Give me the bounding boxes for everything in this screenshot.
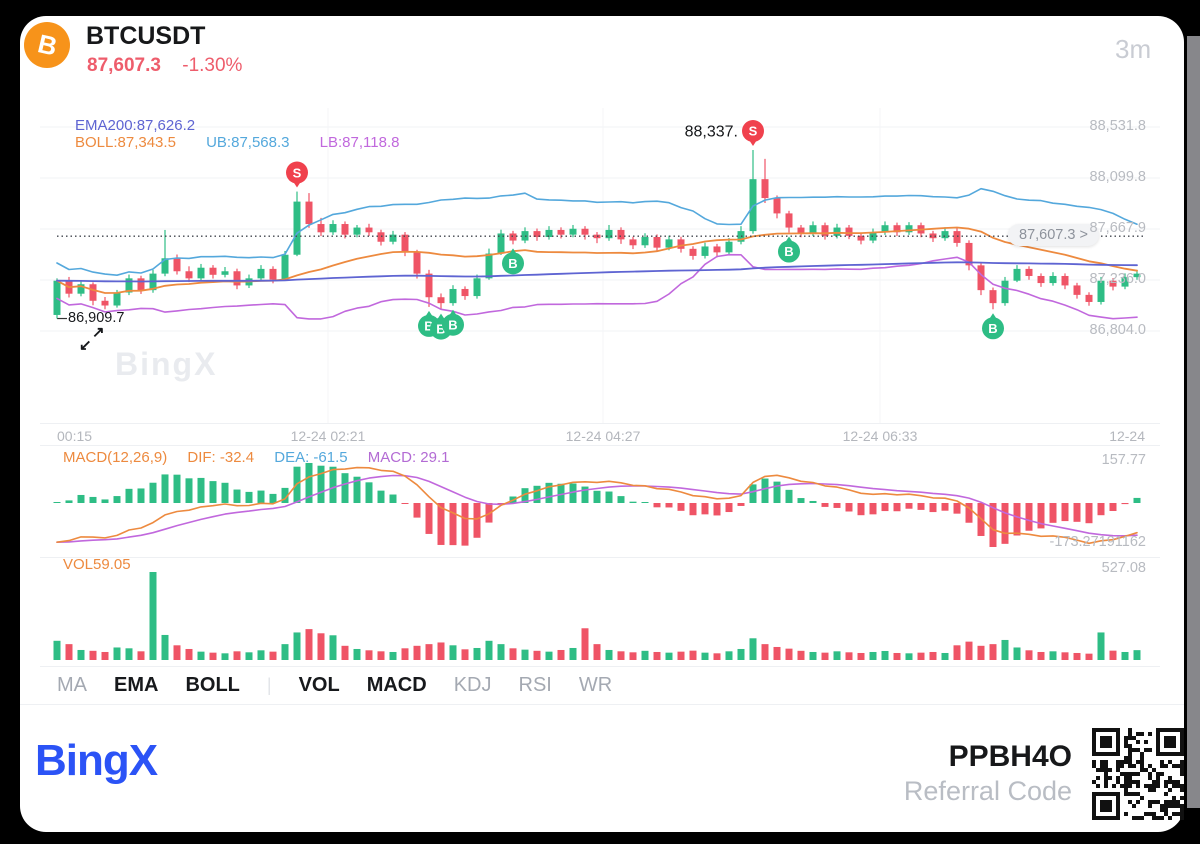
buy-marker: B bbox=[778, 236, 800, 263]
boll-indicator-row: BOLL:87,343.5 UB:87,568.3 LB:87,118.8 bbox=[75, 134, 425, 151]
symbol-title: BTCUSDT bbox=[86, 22, 206, 50]
svg-text:S: S bbox=[293, 165, 302, 180]
svg-text:S: S bbox=[749, 124, 758, 139]
volume-layer bbox=[53, 572, 1141, 660]
bitcoin-glyph: B bbox=[34, 27, 60, 62]
low-price-annotation: 86,909.7 bbox=[68, 310, 125, 326]
price-row: 87,607.3 -1.30% bbox=[87, 55, 242, 77]
svg-text:B: B bbox=[508, 256, 517, 271]
svg-text:B: B bbox=[784, 244, 793, 259]
timeframe-label: 3m bbox=[1115, 34, 1152, 64]
macd-min-label: -173.27191162 bbox=[1049, 534, 1147, 550]
ema-label: EMA200:87,626.2 bbox=[75, 117, 196, 134]
high-price-annotation: 88,337. bbox=[685, 124, 738, 141]
price-axis-label: 88,531.8 bbox=[1089, 118, 1146, 134]
candles-layer bbox=[53, 150, 1141, 319]
scrollbar-strip[interactable] bbox=[1187, 36, 1200, 808]
indicator-tabs: MA EMA BOLL | VOL MACD KDJ RSI WR bbox=[57, 666, 612, 704]
time-axis-label: 12-24 02:21 bbox=[290, 428, 366, 444]
volume-label: VOL59.05 bbox=[63, 556, 131, 573]
price-axis-label: 87,236.0 bbox=[1089, 270, 1146, 287]
current-price-tag[interactable]: 87,607.3 > bbox=[1008, 224, 1099, 246]
svg-text:B: B bbox=[436, 321, 445, 336]
grid-layer bbox=[20, 108, 1184, 705]
macd-title: MACD(12,26,9) bbox=[63, 449, 168, 466]
expand-icon[interactable]: ↙ bbox=[79, 337, 92, 354]
time-axis-label: 12-24 04:27 bbox=[565, 428, 641, 444]
tab-ma[interactable]: MA bbox=[57, 673, 87, 696]
price-change: -1.30% bbox=[182, 55, 243, 76]
volume-max-label: 527.08 bbox=[1101, 560, 1146, 576]
svg-text:B: B bbox=[448, 317, 457, 332]
lb-label: LB:87,118.8 bbox=[319, 134, 400, 151]
referral-code: PPBH4O bbox=[948, 740, 1072, 773]
qr-code bbox=[1092, 728, 1184, 820]
tab-ema[interactable]: EMA bbox=[114, 673, 159, 696]
time-axis-label: 12-24 06:33 bbox=[842, 428, 918, 444]
tab-wr[interactable]: WR bbox=[578, 673, 613, 696]
referral-code-label: Referral Code bbox=[903, 776, 1072, 806]
svg-text:B: B bbox=[424, 319, 433, 334]
tab-boll[interactable]: BOLL bbox=[185, 673, 240, 696]
dif-label: DIF: -32.4 bbox=[187, 449, 255, 466]
price-axis-label: 88,099.8 bbox=[1089, 169, 1146, 185]
buy-marker: B bbox=[502, 248, 524, 275]
tabs-divider: | bbox=[266, 674, 272, 695]
indicator-lines-layer bbox=[56, 187, 1138, 320]
svg-text:B: B bbox=[988, 321, 997, 336]
watermark: BingX bbox=[115, 346, 218, 382]
bitcoin-icon: B bbox=[24, 22, 70, 68]
price-axis-label: 86,804.0 bbox=[1089, 322, 1146, 338]
time-axis-label: 00:15 bbox=[57, 428, 93, 444]
last-price: 87,607.3 bbox=[87, 55, 161, 76]
sell-marker: S 88,337. bbox=[685, 120, 764, 147]
bingx-logo: BingX bbox=[35, 736, 158, 785]
macd-layer bbox=[53, 462, 1141, 547]
buy-marker: B bbox=[442, 309, 464, 336]
sell-marker: S bbox=[286, 161, 308, 188]
tab-kdj[interactable]: KDJ bbox=[453, 673, 492, 696]
buy-marker: B bbox=[982, 313, 1004, 340]
macd-max-label: 157.77 bbox=[1101, 452, 1146, 468]
ema-indicator-row: EMA200:87,626.2 bbox=[75, 117, 195, 134]
expand-icon[interactable]: ↗ bbox=[92, 324, 105, 341]
dea-label: DEA: -61.5 bbox=[274, 449, 348, 466]
tab-macd[interactable]: MACD bbox=[366, 673, 427, 696]
macd-indicator-row: MACD(12,26,9) DIF: -32.4 DEA: -61.5 MACD… bbox=[63, 449, 465, 466]
time-axis-label: 12-24 bbox=[1109, 428, 1145, 444]
macd-value-label: MACD: 29.1 bbox=[367, 449, 450, 466]
ub-label: UB:87,568.3 bbox=[206, 134, 290, 151]
boll-label: BOLL:87,343.5 bbox=[75, 134, 176, 151]
tab-vol[interactable]: VOL bbox=[298, 673, 340, 696]
price-axis-label: 87,667.9 bbox=[1089, 220, 1146, 236]
tab-rsi[interactable]: RSI bbox=[518, 673, 552, 696]
